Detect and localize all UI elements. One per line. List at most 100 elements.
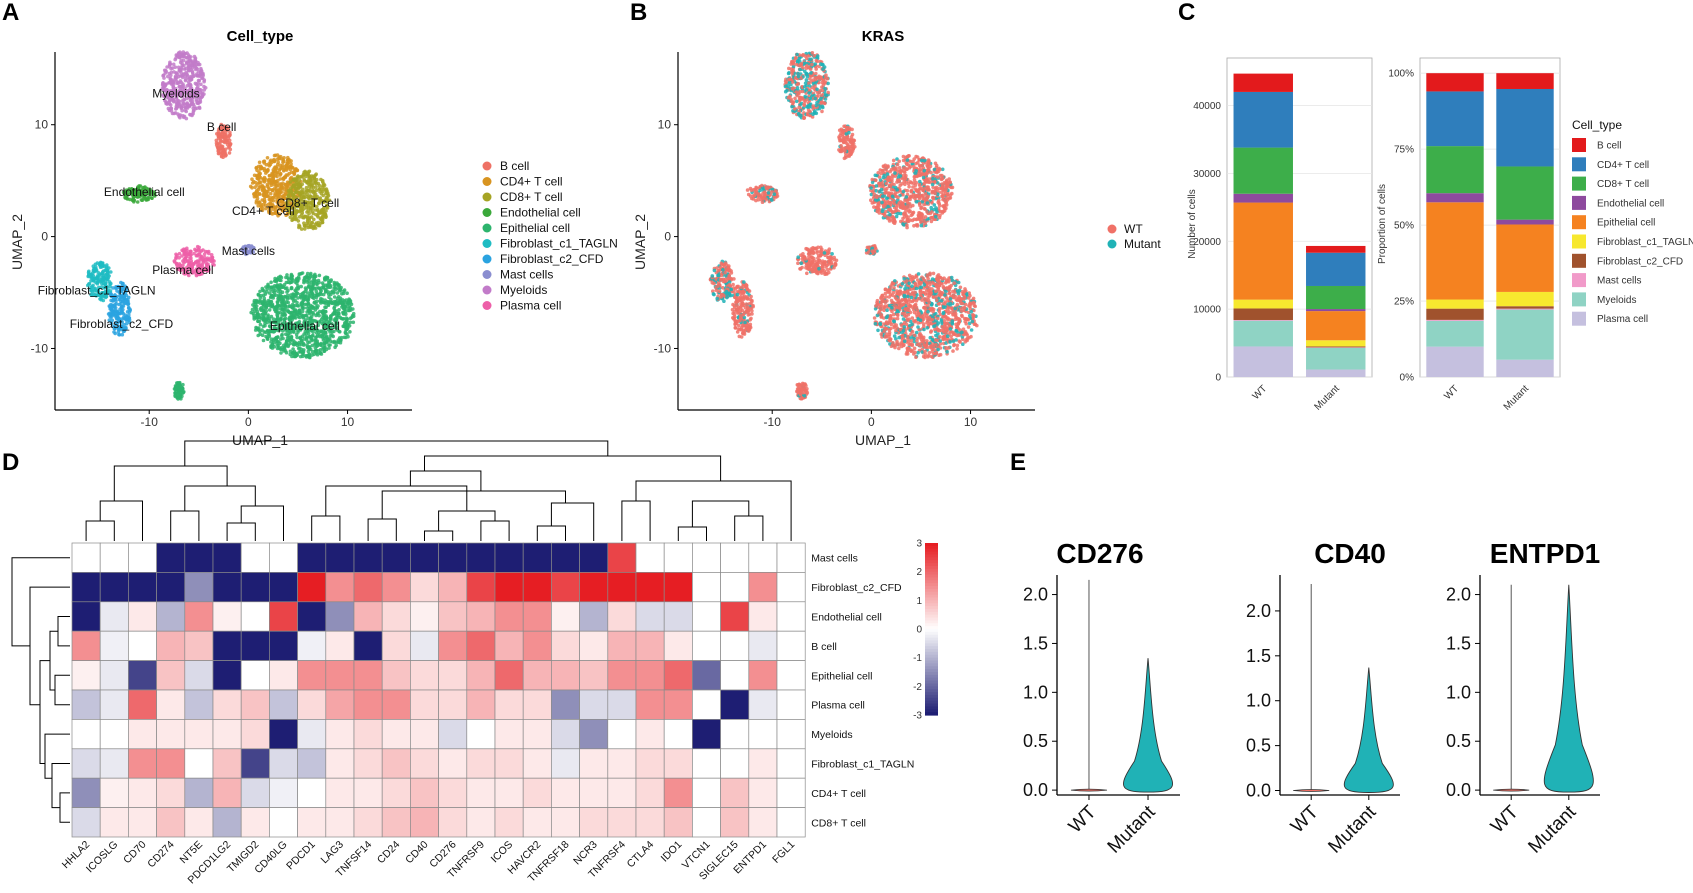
heatmap-cell bbox=[523, 749, 551, 778]
bar-y-tick-label: 25% bbox=[1394, 297, 1414, 308]
heatmap-cell bbox=[269, 778, 297, 807]
heatmap-cell bbox=[777, 661, 805, 690]
dendrogram-branch bbox=[537, 526, 565, 541]
legend-label: Endothelial cell bbox=[1597, 198, 1664, 209]
heatmap-cell bbox=[410, 572, 438, 601]
heatmap-cell bbox=[439, 690, 467, 719]
heatmap-cell bbox=[664, 602, 692, 631]
heatmap-cell bbox=[157, 778, 185, 807]
umap-y-tick-label: 0 bbox=[41, 230, 48, 244]
heatmap-cell bbox=[749, 808, 777, 837]
heatmap-cell bbox=[664, 661, 692, 690]
heatmap-cell bbox=[749, 778, 777, 807]
dendrogram-branch bbox=[58, 617, 70, 646]
bar-segment bbox=[1426, 320, 1483, 321]
heatmap-column-label: CTLA4 bbox=[625, 839, 657, 871]
dendrogram-branch bbox=[227, 523, 255, 541]
heatmap-cell bbox=[467, 631, 495, 660]
heatmap-cell bbox=[382, 661, 410, 690]
violin-y-tick-label: 1.0 bbox=[1023, 682, 1048, 702]
heatmap-cell bbox=[269, 808, 297, 837]
violin-y-tick-label: 2.0 bbox=[1246, 601, 1271, 621]
umap-cluster bbox=[873, 272, 979, 360]
dendrogram-branch bbox=[551, 503, 593, 541]
heatmap-cell bbox=[382, 808, 410, 837]
heatmap-cell bbox=[410, 602, 438, 631]
colorbar-tick-label: -3 bbox=[913, 711, 922, 722]
heatmap-cell bbox=[269, 543, 297, 572]
heatmap-cell bbox=[157, 808, 185, 837]
colorbar-segment bbox=[925, 712, 938, 715]
heatmap-cell bbox=[128, 808, 156, 837]
heatmap-cell bbox=[128, 749, 156, 778]
legend-swatch bbox=[483, 208, 492, 217]
umap-b-xlabel: UMAP_1 bbox=[855, 432, 911, 448]
umap-x-tick-label: 10 bbox=[341, 415, 355, 429]
dendrogram-branch bbox=[45, 734, 70, 778]
heatmap-cell bbox=[608, 719, 636, 748]
heatmap-cell bbox=[185, 808, 213, 837]
umap-cluster-label: Epithelial cell bbox=[270, 319, 340, 333]
violin-x-tick-label: Mutant bbox=[1104, 801, 1160, 857]
dendrogram-branch bbox=[410, 471, 481, 491]
heatmap-cell bbox=[749, 661, 777, 690]
legend-swatch bbox=[1572, 254, 1586, 268]
heatmap-cell bbox=[551, 808, 579, 837]
bar-segment bbox=[1306, 348, 1365, 370]
heatmap-cell bbox=[608, 661, 636, 690]
heatmap-cell bbox=[241, 690, 269, 719]
umap-cluster bbox=[868, 154, 954, 229]
heatmap-cell bbox=[692, 572, 720, 601]
heatmap-cell bbox=[382, 719, 410, 748]
heatmap-cell bbox=[636, 631, 664, 660]
heatmap-cell bbox=[523, 572, 551, 601]
heatmap-cell bbox=[467, 572, 495, 601]
umap-cluster bbox=[865, 244, 879, 256]
dendrogram-branch bbox=[636, 481, 791, 541]
legend-label: CD4+ T cell bbox=[500, 175, 563, 189]
heatmap-cell bbox=[128, 661, 156, 690]
legend-swatch bbox=[483, 239, 492, 248]
legend-label: Myeloids bbox=[1597, 295, 1636, 306]
heatmap-cell bbox=[354, 661, 382, 690]
heatmap-cell bbox=[72, 808, 100, 837]
heatmap-cell bbox=[467, 749, 495, 778]
heatmap-cell bbox=[128, 631, 156, 660]
heatmap-cell bbox=[354, 808, 382, 837]
heatmap-cell bbox=[636, 543, 664, 572]
heatmap-cell bbox=[495, 749, 523, 778]
heatmap-cell bbox=[269, 719, 297, 748]
heatmap-cell bbox=[749, 631, 777, 660]
heatmap-cell bbox=[721, 572, 749, 601]
heatmap-cell bbox=[269, 602, 297, 631]
heatmap-cell bbox=[664, 808, 692, 837]
umap-y-tick-label: -10 bbox=[654, 341, 672, 355]
legend-label: Plasma cell bbox=[500, 299, 561, 313]
legend-swatch bbox=[1572, 177, 1586, 191]
heatmap-cell bbox=[664, 690, 692, 719]
bar-segment bbox=[1496, 89, 1553, 166]
heatmap-cell bbox=[185, 572, 213, 601]
heatmap-cell bbox=[185, 661, 213, 690]
bar-y-tick-label: 20000 bbox=[1193, 237, 1221, 248]
heatmap-cell bbox=[777, 808, 805, 837]
heatmap-cell bbox=[410, 749, 438, 778]
violin-y-tick-label: 1.5 bbox=[1446, 633, 1471, 653]
violin-y-tick-label: 0.0 bbox=[1246, 781, 1271, 801]
heatmap-cell bbox=[721, 602, 749, 631]
heatmap-cell bbox=[467, 661, 495, 690]
dendrogram-branch bbox=[678, 527, 706, 541]
umap-x-tick-label: -10 bbox=[764, 415, 782, 429]
bar-x-tick-label: WT bbox=[1442, 383, 1461, 402]
heatmap-cell bbox=[608, 602, 636, 631]
legend-swatch bbox=[483, 255, 492, 264]
heatmap-cell bbox=[692, 719, 720, 748]
heatmap-cell bbox=[72, 719, 100, 748]
heatmap-cell bbox=[72, 778, 100, 807]
legend-label: Epithelial cell bbox=[1597, 218, 1655, 229]
heatmap-cell bbox=[523, 690, 551, 719]
heatmap-cell bbox=[551, 572, 579, 601]
